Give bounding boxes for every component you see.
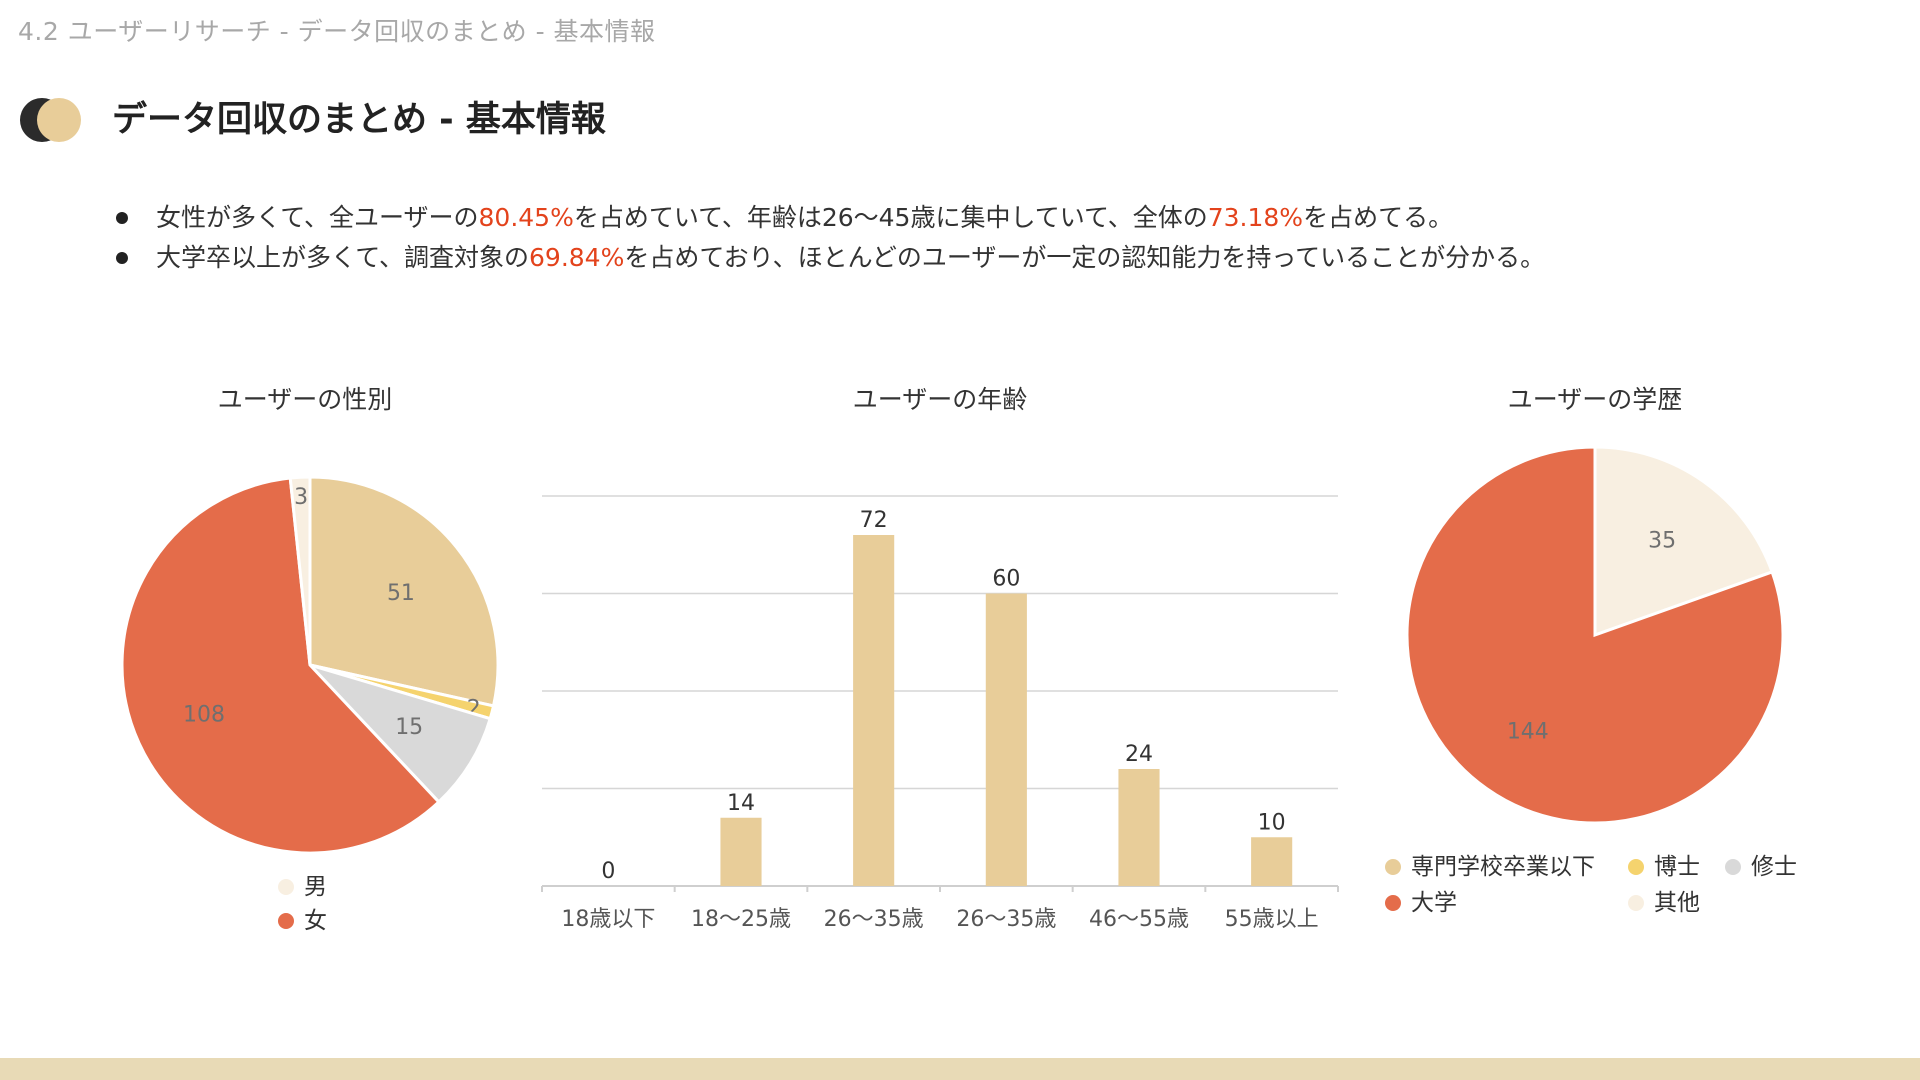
legend-item-male: 男 [278,872,327,902]
legend-item-vocational: 専門学校卒業以下 [1385,852,1595,882]
legend-dot [1628,859,1644,875]
legend-dot [278,913,294,929]
x-tick-label: 46～55歳 [1089,907,1189,930]
legend-dot [1725,859,1741,875]
bar [853,535,895,886]
education-legend: 専門学校卒業以下 博士 修士 大学 其他 [1385,852,1815,922]
legend-item-university: 大学 [1385,888,1457,918]
gender-slice [120,476,441,855]
legend-label: 男 [304,874,327,900]
education-slice-label: 35 [1648,529,1676,554]
gender-slice-label: 51 [387,581,415,606]
x-tick-label: 26～35歳 [824,907,924,930]
legend-label: 女 [304,908,327,934]
legend-label: 其他 [1654,890,1700,916]
legend-item-female: 女 [278,906,327,936]
bar-value-label: 60 [992,567,1020,592]
x-tick-label: 18歳以下 [561,907,655,930]
breadcrumb: 4.2 ユーザーリサーチ - データ回収のまとめ - 基本情報 [18,17,656,46]
highlight-percent: 69.84% [529,243,625,272]
bullet-text: を占めており、ほとんどのユーザーが一定の認知能力を持っていることが分かる。 [624,243,1546,272]
education-slice-label: 144 [1507,719,1549,744]
bar-value-label: 0 [601,859,615,884]
education-pie-chart: 35 144 [1405,445,1785,825]
legend-label: 大学 [1411,890,1457,916]
bullet-item: 女性が多くて、全ユーザーの80.45%を占めていて、年齢は26～45歳に集中して… [112,198,1832,238]
bar-value-label: 14 [727,791,755,816]
bar [985,593,1027,886]
legend-dot [1628,895,1644,911]
legend-dot [278,879,294,895]
gender-slice-label: 3 [294,485,308,510]
gender-slice [288,475,312,666]
legend-item-doctor: 博士 [1628,852,1700,882]
age-bar-chart: 0 18歳以下 14 18～25歳 72 26～35歳 60 26～35歳 24 46～55歳 10… [541,495,1339,930]
x-tick-label: 55歳以上 [1225,907,1319,930]
education-slice [1405,445,1785,825]
x-tick-label: 18～25歳 [691,907,791,930]
x-tick-label: 26～35歳 [956,907,1056,930]
gender-slice [305,661,493,805]
bullet-text: 大学卒以上が多くて、調査対象の [156,243,530,272]
bullet-item: 大学卒以上が多くて、調査対象の69.84%を占めており、ほとんどのユーザーが一定… [112,238,1832,278]
legend-dot [1385,895,1401,911]
bar [1251,837,1293,886]
gender-slice-label: 15 [395,715,423,740]
footer-band [0,1058,1920,1080]
legend-item-master: 修士 [1725,852,1797,882]
legend-label: 博士 [1654,854,1700,880]
bullet-text: 女性が多くて、全ユーザーの [156,203,479,232]
education-chart-title: ユーザーの学歴 [1507,385,1683,414]
gender-legend: 男 女 [278,872,418,942]
education-slice [1593,445,1775,638]
bar-value-label: 24 [1125,742,1153,767]
bar [720,817,762,886]
bar [1118,769,1160,886]
bullet-text: を占めてる。 [1303,203,1454,232]
legend-label: 専門学校卒業以下 [1411,854,1595,880]
legend-label: 修士 [1751,854,1797,880]
page-title: データ回収のまとめ - 基本情報 [112,100,606,140]
highlight-percent: 80.45% [478,203,574,232]
bullet-text: を占めていて、年齢は26～45歳に集中していて、全体の [573,203,1208,232]
gender-slice-label: 108 [183,703,225,728]
highlight-percent: 73.18% [1207,203,1304,232]
legend-item-other: 其他 [1628,888,1700,918]
summary-bullets: 女性が多くて、全ユーザーの80.45%を占めていて、年齢は26～45歳に集中して… [112,198,1832,278]
bar-value-label: 72 [860,508,888,533]
gender-chart-title: ユーザーの性別 [217,385,393,414]
overlap-circles-icon [20,96,84,144]
gender-slice [308,475,500,708]
age-chart-title: ユーザーの年齢 [852,385,1028,414]
legend-dot [1385,859,1401,875]
bar-value-label: 10 [1258,810,1286,835]
